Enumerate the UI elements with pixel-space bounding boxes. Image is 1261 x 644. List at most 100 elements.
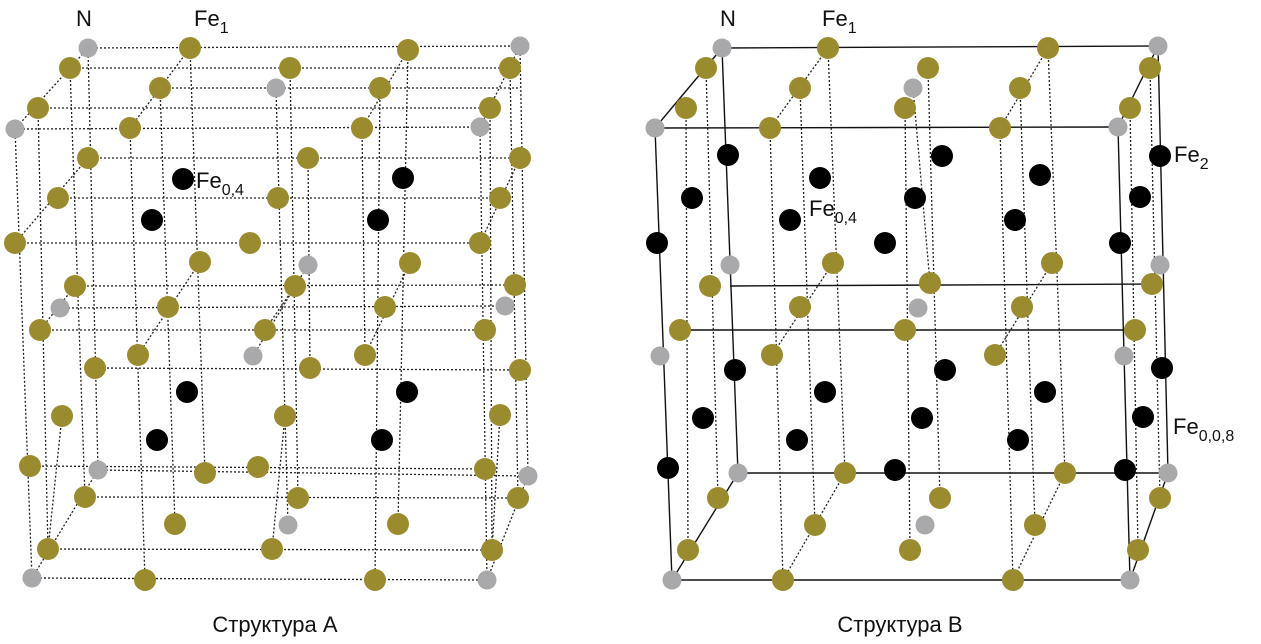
olive-atom [789, 296, 811, 318]
label-subscript: 0,4 [835, 210, 857, 227]
gray-atom [518, 466, 538, 486]
dotted-bond [374, 87, 381, 581]
olive-atom [274, 405, 296, 427]
olive-atom [369, 77, 391, 99]
olive-atom [822, 252, 844, 274]
olive-atom [397, 39, 419, 61]
dotted-bond [47, 415, 63, 550]
black-atom [814, 381, 836, 403]
olive-atom [1011, 296, 1033, 318]
olive-atom [84, 357, 106, 379]
black-atom [724, 359, 746, 381]
gray-atom [477, 570, 497, 590]
black-atom [176, 381, 198, 403]
olive-atom [1037, 37, 1059, 59]
black-atom [1034, 381, 1056, 403]
olive-atom [474, 319, 496, 341]
olive-atom [469, 232, 491, 254]
gray-atom [720, 255, 740, 275]
dotted-bond [799, 87, 816, 526]
dotted-bond [1019, 87, 1036, 526]
olive-atom [474, 458, 496, 480]
dotted-bond [486, 475, 529, 581]
olive-atom [164, 513, 186, 535]
black-atom [911, 407, 933, 429]
dotted-bond [14, 126, 481, 130]
olive-atom [834, 462, 856, 484]
gray-atom [712, 38, 732, 58]
olive-atom [917, 57, 939, 79]
black-atom [657, 457, 679, 479]
dotted-bond [87, 45, 521, 49]
gray-atom [243, 346, 263, 366]
gray-atom [22, 568, 42, 588]
gray-atom [50, 298, 70, 318]
structure-caption: Структура В [837, 612, 962, 637]
dotted-bond [31, 469, 99, 579]
olive-atom [374, 296, 396, 318]
atom-label: Fe0,0,8 [1173, 414, 1234, 445]
olive-atom [989, 117, 1011, 139]
olive-atom [1024, 514, 1046, 536]
black-atom [1004, 209, 1026, 231]
label-text: Fe [809, 196, 835, 221]
black-atom [146, 429, 168, 451]
olive-atom [789, 77, 811, 99]
label-text: N [720, 6, 736, 31]
olive-atom [254, 319, 276, 341]
olive-atom [157, 296, 179, 318]
olive-atom [64, 275, 86, 297]
olive-atom [287, 487, 309, 509]
olive-atom [19, 455, 41, 477]
gray-atom [78, 38, 98, 58]
black-atom [934, 359, 956, 381]
olive-atom [894, 319, 916, 341]
gray-atom [5, 119, 25, 139]
olive-atom [804, 514, 826, 536]
atom-label: N [76, 6, 92, 31]
label-text: Fe [1173, 414, 1199, 439]
gray-atom [266, 78, 286, 98]
dotted-bond [159, 87, 176, 525]
black-atom [1114, 459, 1136, 481]
olive-atom [4, 232, 26, 254]
olive-atom [1127, 539, 1149, 561]
gray-atom [903, 78, 923, 98]
olive-atom [189, 251, 211, 273]
olive-atom [149, 77, 171, 99]
gray-atom [650, 346, 670, 366]
gray-atom [1114, 346, 1134, 366]
olive-atom [267, 187, 289, 209]
dotted-bond [129, 127, 146, 581]
atom-label: N [720, 6, 736, 31]
dotted-bond [87, 47, 99, 471]
atom-label: Fe2 [1174, 142, 1209, 173]
label-text: Fe [1174, 142, 1200, 167]
gray-atom [88, 460, 108, 480]
gray-atom [1120, 570, 1140, 590]
olive-atom [479, 97, 501, 119]
gray-atom [278, 515, 298, 535]
structure-caption: Структура А [212, 612, 337, 637]
olive-atom [284, 275, 306, 297]
black-atom [392, 167, 414, 189]
olive-atom [899, 539, 921, 561]
dotted-bond [769, 127, 784, 581]
black-atom [884, 459, 906, 481]
black-atom [141, 209, 163, 231]
gray-atom [1150, 255, 1170, 275]
dotted-bond [397, 49, 409, 525]
olive-atom [134, 569, 156, 591]
olive-atom [247, 456, 269, 478]
olive-atom [919, 272, 941, 294]
label-text: Fe [822, 6, 848, 31]
olive-atom [507, 487, 529, 509]
atom-label: Fe0,4 [809, 196, 857, 227]
gray-atom [510, 36, 530, 56]
black-atom [646, 232, 668, 254]
olive-atom [481, 539, 503, 561]
olive-atom [47, 187, 69, 209]
dotted-bond [14, 128, 33, 579]
